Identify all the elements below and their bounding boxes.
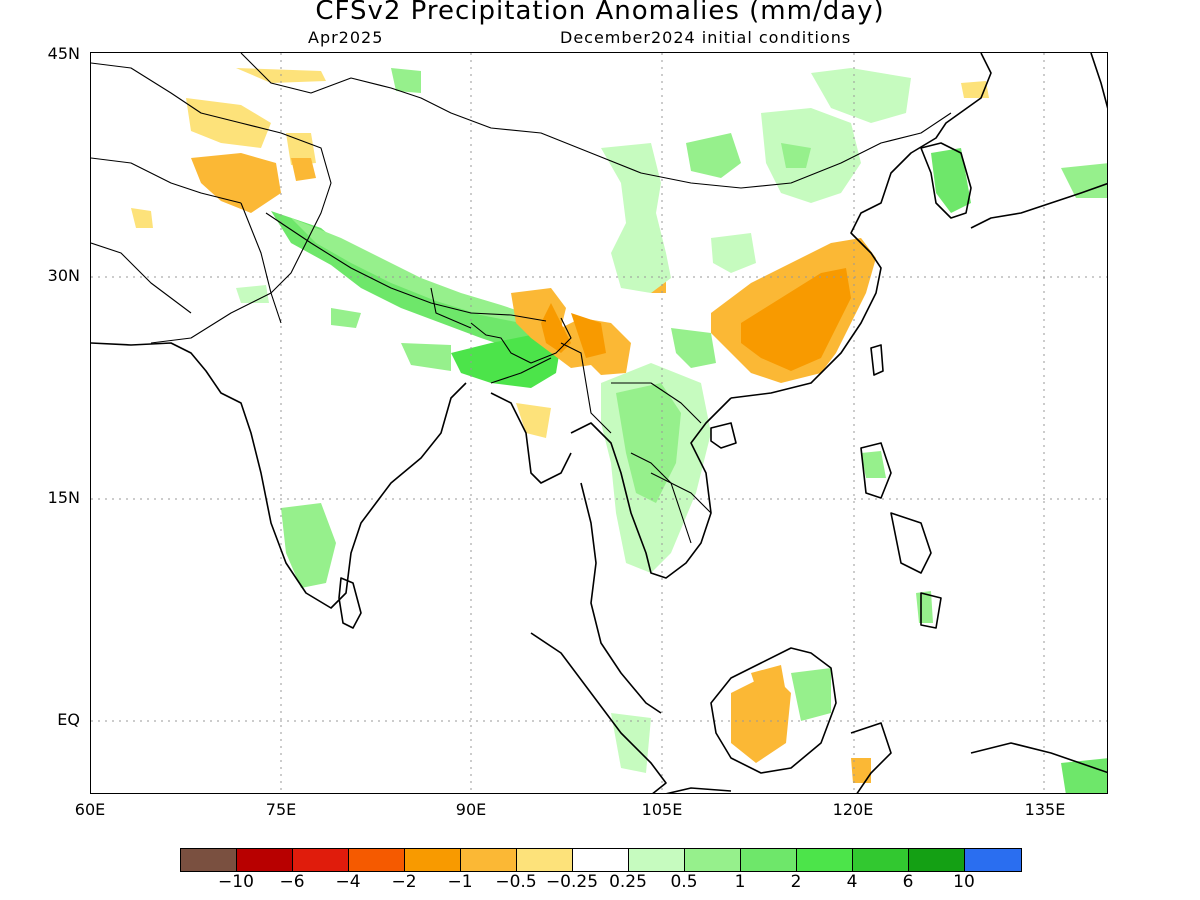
colorbar <box>180 848 1022 872</box>
colorbar-swatch <box>685 849 741 871</box>
colorbar-label: −0.5 <box>495 872 537 892</box>
colorbar-swatch <box>517 849 573 871</box>
anomaly-shading <box>131 68 1107 793</box>
lon-label: 105E <box>641 800 683 819</box>
country-borders <box>91 53 952 544</box>
colorbar-label: 0.5 <box>670 872 698 892</box>
anomaly-map <box>90 52 1108 794</box>
lon-label: 135E <box>1024 800 1066 819</box>
colorbar-label: −1 <box>447 872 473 892</box>
colorbar-swatch <box>741 849 797 871</box>
colorbar-label: −6 <box>279 872 305 892</box>
colorbar-swatch <box>853 849 909 871</box>
colorbar-swatch <box>629 849 685 871</box>
colorbar-swatch <box>909 849 965 871</box>
map-canvas <box>91 53 1107 793</box>
lat-label: 45N <box>47 44 80 63</box>
colorbar-swatch <box>797 849 853 871</box>
colorbar-swatch <box>405 849 461 871</box>
colorbar-label: 1 <box>734 872 746 892</box>
coastlines <box>91 53 1107 793</box>
colorbar-label: 2 <box>790 872 802 892</box>
colorbar-swatch <box>293 849 349 871</box>
lat-label: 30N <box>47 266 80 285</box>
graticule <box>91 53 1107 793</box>
colorbar-swatch <box>349 849 405 871</box>
colorbar-label: −0.25 <box>545 872 599 892</box>
colorbar-swatch <box>461 849 517 871</box>
colorbar-label: −10 <box>218 872 254 892</box>
lon-label: 90E <box>455 800 487 819</box>
lat-label: EQ <box>57 710 80 729</box>
map-title: CFSv2 Precipitation Anomalies (mm/day) <box>315 0 885 26</box>
colorbar-swatch <box>181 849 237 871</box>
colorbar-label: 10 <box>953 872 975 892</box>
colorbar-swatch <box>965 849 1021 871</box>
colorbar-label: 6 <box>902 872 914 892</box>
colorbar-label: −2 <box>391 872 417 892</box>
lon-label: 120E <box>832 800 874 819</box>
lon-label: 75E <box>265 800 297 819</box>
lon-label: 60E <box>74 800 106 819</box>
colorbar-swatch <box>237 849 293 871</box>
colorbar-label: 4 <box>846 872 858 892</box>
initial-conditions: December2024 initial conditions <box>560 28 852 47</box>
colorbar-swatch <box>573 849 629 871</box>
colorbar-label: −4 <box>335 872 361 892</box>
valid-month: Apr2025 <box>308 28 384 47</box>
colorbar-label: 0.25 <box>609 872 647 892</box>
lat-label: 15N <box>47 488 80 507</box>
